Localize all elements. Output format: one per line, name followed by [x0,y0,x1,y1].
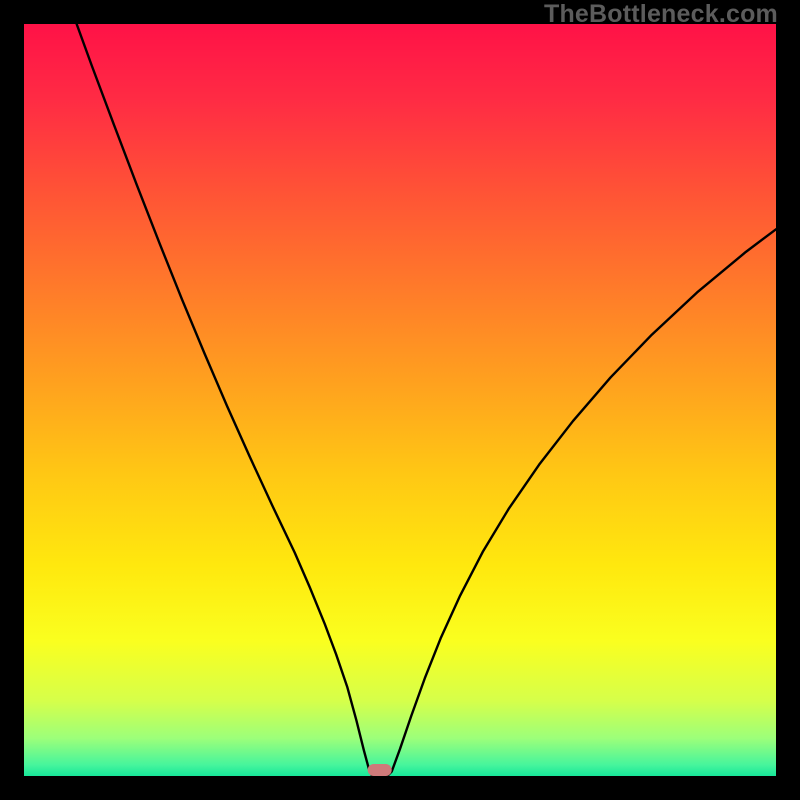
watermark-text: TheBottleneck.com [544,0,778,29]
curve-bottleneck-curve [77,24,776,776]
chart-svg [24,24,776,776]
bottleneck-marker [368,764,392,776]
